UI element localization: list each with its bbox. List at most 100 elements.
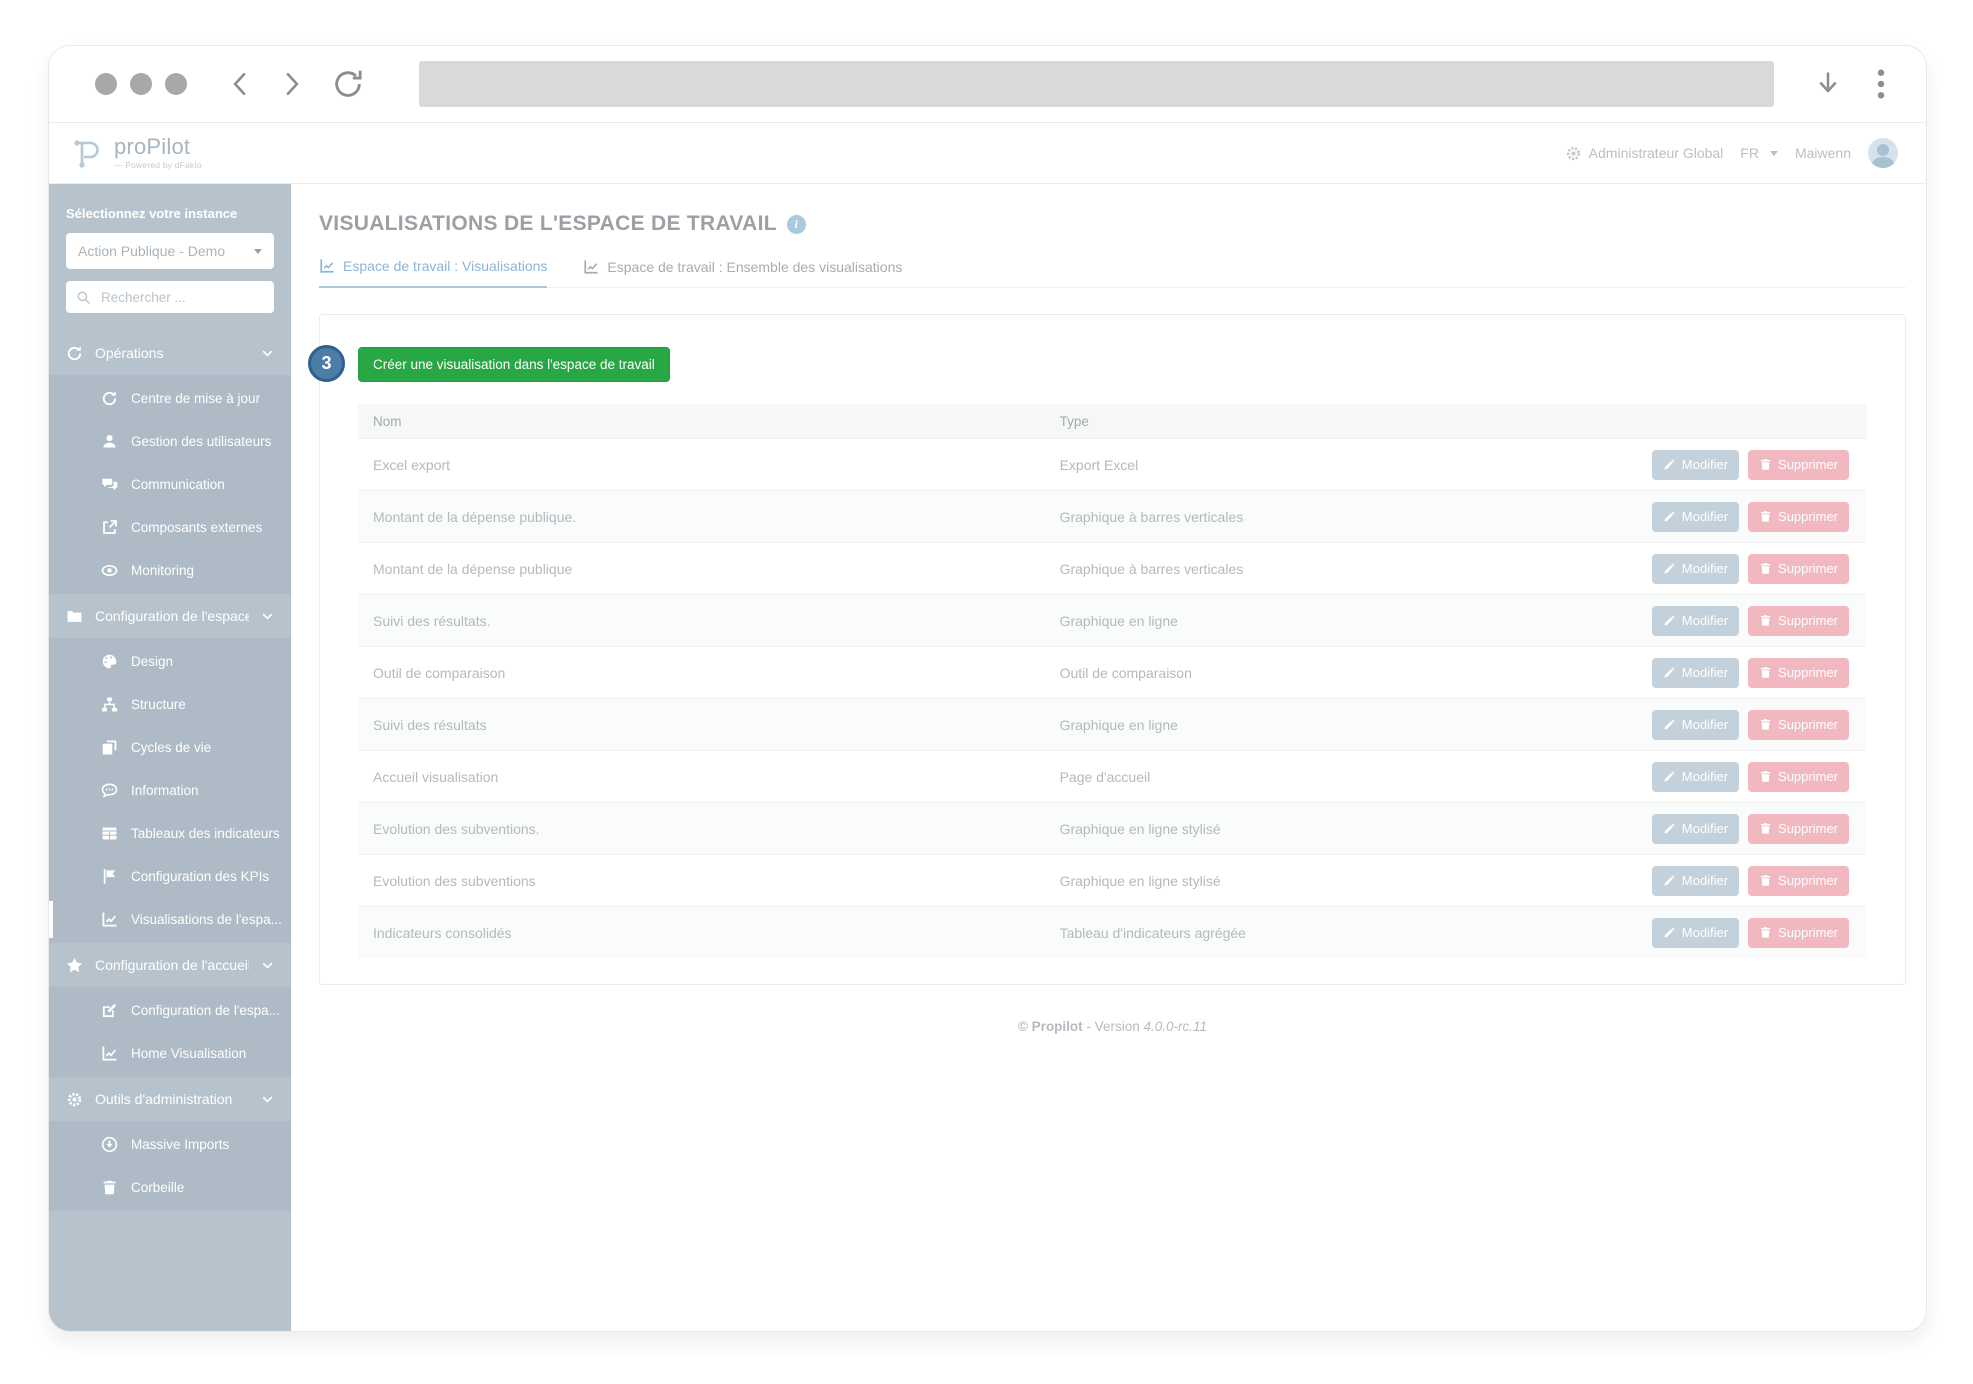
chevron-down-icon <box>261 610 274 623</box>
edit-icon <box>101 1002 118 1019</box>
sidebar-item-home-visualisation[interactable]: Home Visualisation <box>49 1032 291 1075</box>
sidebar-item-design[interactable]: Design <box>49 640 291 683</box>
instance-select[interactable]: Action Publique - Demo <box>66 233 274 269</box>
language-selector[interactable]: FR <box>1740 145 1778 161</box>
comment-icon <box>101 782 118 799</box>
footer-copyright: © Propilot <box>1017 1019 1083 1034</box>
row-type: Graphique en ligne <box>1059 612 1178 629</box>
modifier-button[interactable]: Modifier <box>1651 501 1740 532</box>
user-icon <box>101 433 118 450</box>
row-type: Page d'accueil <box>1059 768 1151 785</box>
browser-window: proPilot — Powered by dFakto Administrat… <box>48 45 1927 1332</box>
folder-icon <box>66 608 83 625</box>
sidebar-item-information[interactable]: Information <box>49 769 291 812</box>
kebab-menu-icon[interactable] <box>1876 67 1886 101</box>
modifier-button[interactable]: Modifier <box>1651 761 1740 792</box>
modifier-button[interactable]: Modifier <box>1651 813 1740 844</box>
download-icon[interactable] <box>1814 69 1842 99</box>
supprimer-button[interactable]: Supprimer <box>1748 605 1849 636</box>
row-name: Accueil visualisation <box>373 768 499 785</box>
admin-role[interactable]: Administrateur Global <box>1565 145 1723 162</box>
app-title: proPilot <box>114 134 191 160</box>
supprimer-button[interactable]: Supprimer <box>1748 709 1849 740</box>
sidebar-item-gestion-des-utilisateurs[interactable]: Gestion des utilisateurs <box>49 420 291 463</box>
sidebar-section-outils-administration[interactable]: Outils d'administration <box>49 1077 291 1121</box>
supprimer-button[interactable]: Supprimer <box>1748 865 1849 896</box>
supprimer-button[interactable]: Supprimer <box>1748 553 1849 584</box>
table-row: Accueil visualisation Page d'accueil Mod… <box>358 750 1867 802</box>
sidebar-item-monitoring[interactable]: Monitoring <box>49 549 291 592</box>
browser-toolbar <box>49 46 1926 123</box>
create-visualisation-button[interactable]: Créer une visualisation dans l'espace de… <box>358 347 670 382</box>
sidebar-item-tableaux-des-indicateurs[interactable]: Tableaux des indicateurs <box>49 812 291 855</box>
modifier-button[interactable]: Modifier <box>1651 657 1740 688</box>
avatar[interactable] <box>1868 138 1898 168</box>
back-icon[interactable] <box>227 69 253 99</box>
sidebar-item-centre-de-mise-a-jour[interactable]: Centre de mise à jour <box>49 377 291 420</box>
supprimer-button[interactable]: Supprimer <box>1748 761 1849 792</box>
sidebar-item-communication[interactable]: Communication <box>49 463 291 506</box>
sidebar-item-massive-imports[interactable]: Massive Imports <box>49 1123 291 1166</box>
tab-espace-visualisations[interactable]: Espace de travail : Visualisations <box>319 258 548 288</box>
username-label[interactable]: Maiwenn <box>1794 145 1851 161</box>
modifier-button[interactable]: Modifier <box>1651 865 1740 896</box>
chart-icon <box>319 258 335 274</box>
trash-icon <box>1759 458 1772 471</box>
sidebar-section-configuration-espace[interactable]: Configuration de l'espace de ... <box>49 594 291 638</box>
sidebar-item-corbeille[interactable]: Corbeille <box>49 1166 291 1209</box>
supprimer-button[interactable]: Supprimer <box>1748 657 1849 688</box>
refresh-icon <box>66 345 83 362</box>
sidebar-item-configuration-des-kpis[interactable]: Configuration des KPIs <box>49 855 291 898</box>
modifier-button[interactable]: Modifier <box>1651 449 1740 480</box>
sidebar-item-visualisations-espace[interactable]: Visualisations de l'espa... <box>49 898 291 941</box>
info-icon[interactable]: i <box>786 214 806 234</box>
row-type: Export Excel <box>1059 456 1139 473</box>
modifier-button[interactable]: Modifier <box>1651 605 1740 636</box>
row-name: Suivi des résultats. <box>373 612 491 629</box>
supprimer-button[interactable]: Supprimer <box>1748 501 1849 532</box>
tab-ensemble-visualisations[interactable]: Espace de travail : Ensemble des visuali… <box>583 258 902 287</box>
sidebar-item-structure[interactable]: Structure <box>49 683 291 726</box>
sidebar-section-configuration-accueil[interactable]: Configuration de l'accueil <box>49 943 291 987</box>
reload-icon[interactable] <box>331 67 365 101</box>
star-icon <box>66 957 83 974</box>
sidebar-item-cycles-de-vie[interactable]: Cycles de vie <box>49 726 291 769</box>
pencil-icon <box>1663 718 1676 731</box>
table-row: Montant de la dépense publique Graphique… <box>358 542 1867 594</box>
row-type: Graphique à barres verticales <box>1059 560 1244 577</box>
sidebar-search <box>66 281 274 313</box>
chart-icon <box>583 259 599 275</box>
search-input[interactable] <box>99 288 264 306</box>
copy-icon <box>101 739 118 756</box>
row-type: Outil de comparaison <box>1059 664 1192 681</box>
sidebar-section-operations[interactable]: Opérations <box>49 331 291 375</box>
window-dot-icon[interactable] <box>130 73 152 95</box>
table-row: Suivi des résultats. Graphique en ligne … <box>358 594 1867 646</box>
window-dot-icon[interactable] <box>95 73 117 95</box>
window-dot-icon[interactable] <box>165 73 187 95</box>
chevron-down-icon <box>261 347 274 360</box>
sidebar-item-configuration-espace-accueil[interactable]: Configuration de l'espa... <box>49 989 291 1032</box>
modifier-button[interactable]: Modifier <box>1651 917 1740 948</box>
logo-tagline: — Powered by dFakto <box>114 160 202 171</box>
instance-select-value: Action Publique - Demo <box>78 243 226 259</box>
footer-version-value: 4.0.0-rc.11 <box>1143 1019 1208 1034</box>
instance-select-label: Sélectionnez votre instance <box>66 206 238 221</box>
chevron-down-icon <box>261 1093 274 1106</box>
supprimer-button[interactable]: Supprimer <box>1748 449 1849 480</box>
palette-icon <box>101 653 118 670</box>
address-bar[interactable] <box>419 61 1774 107</box>
sidebar-item-composants-externes[interactable]: Composants externes <box>49 506 291 549</box>
trash-icon <box>1759 718 1772 731</box>
app-logo[interactable]: proPilot — Powered by dFakto <box>71 136 202 170</box>
modifier-button[interactable]: Modifier <box>1651 553 1740 584</box>
chevron-down-icon <box>254 248 262 254</box>
forward-icon[interactable] <box>279 69 305 99</box>
row-name: Montant de la dépense publique. <box>373 508 577 525</box>
supprimer-button[interactable]: Supprimer <box>1748 917 1849 948</box>
search-icon <box>76 290 91 305</box>
modifier-button[interactable]: Modifier <box>1651 709 1740 740</box>
pencil-icon <box>1663 666 1676 679</box>
supprimer-button[interactable]: Supprimer <box>1748 813 1849 844</box>
